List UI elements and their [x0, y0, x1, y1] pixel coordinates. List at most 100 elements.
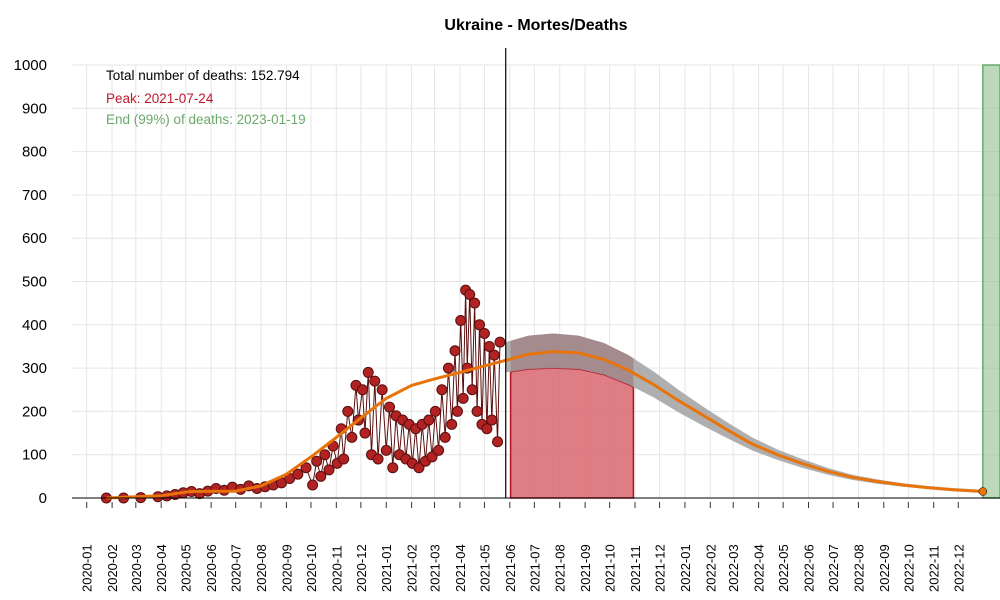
- x-tick-label: 2021-05: [477, 544, 492, 592]
- annotations: Total number of deaths: 152.794 Peak: 20…: [106, 68, 306, 127]
- x-tick-label: 2020-07: [229, 544, 244, 592]
- observed-point: [319, 449, 331, 461]
- observed-point: [369, 375, 381, 387]
- observed-point: [338, 453, 350, 465]
- observed-point: [486, 414, 498, 426]
- observed-point: [446, 418, 458, 430]
- observed-point: [488, 349, 500, 361]
- observed-point: [492, 436, 504, 448]
- axes: [72, 48, 1000, 499]
- observed-point: [357, 384, 369, 396]
- observed-point: [457, 392, 469, 404]
- chart-title: Ukraine - Mortes/Deaths: [444, 17, 627, 34]
- x-tick-label: 2021-02: [405, 544, 420, 592]
- observed-point: [346, 431, 358, 443]
- x-tick-label: 2020-05: [179, 544, 194, 592]
- x-tick-label: 2022-11: [927, 545, 942, 592]
- y-tick-label: 400: [22, 317, 47, 334]
- observed-point: [362, 366, 374, 378]
- observed-point: [469, 297, 481, 309]
- x-tick-label: 2021-10: [603, 544, 618, 592]
- observed-point: [376, 384, 388, 396]
- x-tick-label: 2020-02: [105, 544, 120, 592]
- annotation-total: Total number of deaths: 152.794: [106, 68, 300, 83]
- observed-point: [423, 414, 435, 426]
- x-tick-label: 2022-10: [901, 544, 916, 592]
- x-tick-label: 2021-09: [578, 544, 593, 592]
- observed-point: [292, 468, 304, 480]
- observed-point: [380, 444, 392, 456]
- observed-point: [372, 453, 384, 465]
- observed-point: [436, 384, 448, 396]
- x-tick-label: 2022-12: [951, 544, 966, 592]
- y-tick-label: 900: [22, 100, 47, 117]
- observed-point: [311, 455, 323, 467]
- annotation-peak: Peak: 2021-07-24: [106, 91, 214, 106]
- x-tick-label: 2020-09: [279, 544, 294, 592]
- x-tick-label: 2022-04: [752, 544, 767, 592]
- y-tick-labels: 0 100 200 300 400 500 600 700 800 900 1000: [14, 57, 47, 507]
- observed-point: [429, 405, 441, 417]
- observed-point: [323, 464, 335, 476]
- observed-point: [433, 444, 445, 456]
- observed-point: [455, 314, 467, 326]
- fit-end-point: [978, 487, 988, 496]
- x-tick-label: 2021-04: [453, 544, 468, 592]
- x-tick-label: 2022-01: [678, 544, 693, 592]
- observed-point: [359, 427, 371, 439]
- y-tick-label: 0: [39, 490, 47, 507]
- observed-point: [426, 451, 438, 463]
- x-tick-label: 2020-10: [304, 544, 319, 592]
- x-tick-label: 2020-12: [354, 544, 369, 592]
- x-tick-label: 2021-03: [428, 544, 443, 592]
- observed-point: [449, 345, 461, 357]
- x-tick-label: 2021-07: [527, 544, 542, 592]
- peak-uncertainty-overlap: [510, 333, 634, 388]
- y-tick-label: 700: [22, 187, 47, 204]
- observed-point: [474, 319, 486, 331]
- observed-point: [300, 462, 312, 474]
- x-tick-label: 2022-07: [826, 544, 841, 592]
- observed-point: [387, 462, 399, 474]
- observed-point: [464, 288, 476, 300]
- x-tick-label: 2021-08: [553, 544, 568, 592]
- x-tick-label: 2020-03: [129, 544, 144, 592]
- observed-point: [442, 362, 454, 374]
- x-tick-label: 2021-11: [628, 545, 643, 592]
- x-tick-label: 2020-06: [204, 544, 219, 592]
- observed-point: [342, 405, 354, 417]
- observed-point: [451, 405, 463, 417]
- peak-band: [509, 367, 635, 499]
- x-tick-label: 2020-04: [154, 544, 169, 592]
- x-tick-label: 2022-06: [802, 544, 817, 592]
- x-tick-label: 2020-08: [254, 544, 269, 592]
- observed-point: [478, 327, 490, 339]
- observed-point: [481, 423, 493, 435]
- observed-point: [466, 384, 478, 396]
- x-tick-label: 2022-02: [703, 544, 718, 592]
- y-tick-label: 1000: [14, 57, 47, 74]
- observed-point: [494, 336, 506, 348]
- annotation-end: End (99%) of deaths: 2023-01-19: [106, 112, 306, 127]
- observed-point: [315, 470, 327, 482]
- x-tick-label: 2022-05: [776, 544, 791, 592]
- observed-point: [413, 462, 425, 474]
- y-tick-label: 600: [22, 230, 47, 247]
- y-tick-label: 300: [22, 360, 47, 377]
- y-tick-label: 800: [22, 144, 47, 161]
- y-tick-label: 500: [22, 274, 47, 291]
- y-tick-label: 100: [22, 447, 47, 464]
- x-tick-label: 2022-03: [726, 544, 741, 592]
- x-tick-label: 2022-08: [851, 544, 866, 592]
- observed-point: [483, 340, 495, 352]
- end-band: [982, 64, 1000, 499]
- uncertainty-band: [505, 333, 983, 493]
- x-tick-label: 2021-06: [503, 544, 518, 592]
- x-tick-label: 2020-11: [329, 545, 344, 592]
- x-tick-label: 2022-09: [877, 544, 892, 592]
- observed-point: [439, 431, 451, 443]
- observed-point: [471, 405, 483, 417]
- y-tick-label: 200: [22, 403, 47, 420]
- series: [100, 284, 988, 504]
